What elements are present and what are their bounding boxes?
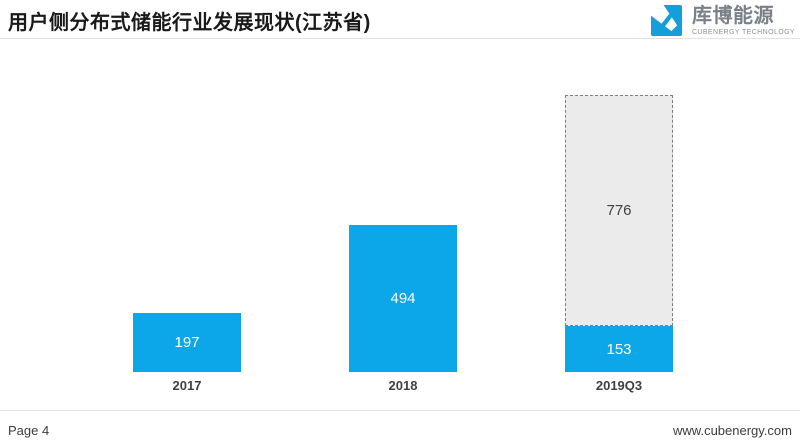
bar-value-label: 153 [606, 340, 632, 358]
category-label-2019Q3: 2019Q3 [595, 378, 643, 393]
slide-title: 用户侧分布式储能行业发展现状(江苏省) [8, 12, 371, 34]
category-label-2018: 2018 [388, 378, 418, 393]
bar-value-label: 776 [606, 202, 632, 219]
bar-value-label: 197 [174, 334, 200, 351]
website-label: www.cubenergy.com [673, 423, 792, 438]
bar-column-2019Q3: 776 153 [565, 95, 673, 372]
company-name-cn: 库博能源 [691, 5, 774, 27]
chart-plot: 197 494 776 153 [0, 92, 800, 372]
category-label-2017: 2017 [172, 378, 202, 393]
company-logo: 库博能源 CUBENERGY TECHNOLOGY [650, 5, 795, 37]
bar-column-2018: 494 [349, 225, 457, 372]
header-divider [0, 38, 800, 39]
cubenergy-cube-icon [650, 5, 682, 36]
footer-divider [0, 410, 800, 411]
page-number-label: Page 4 [8, 423, 50, 438]
logo-text: 库博能源 CUBENERGY TECHNOLOGY [692, 5, 795, 37]
bar-value-label: 494 [390, 290, 416, 307]
bar-column-2017: 197 [133, 313, 241, 372]
bar-segment-2019Q3: 153 [565, 326, 673, 372]
chart-category-row: 2017 2018 2019Q3 [0, 378, 800, 393]
company-name-en: CUBENERGY TECHNOLOGY [691, 29, 795, 36]
bar-segment-2017: 197 [133, 313, 241, 372]
bar-segment-2018: 494 [349, 225, 457, 372]
bar-segment-2019Q3: 776 [565, 95, 673, 326]
